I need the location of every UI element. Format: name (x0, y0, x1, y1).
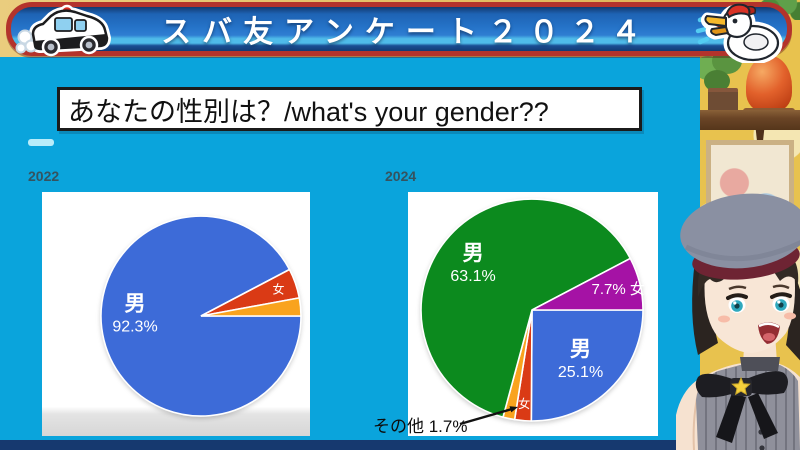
duck-icon (695, 3, 783, 63)
pie-slice-女 (531, 257, 644, 311)
question-title: あなたの性別は？/what's your gender?? (68, 96, 549, 127)
pie-label: 63.1% (450, 268, 495, 285)
pie-label: 女 (272, 281, 284, 296)
banner-title: スバ友アンケート２０２４ (161, 16, 652, 49)
pie-card-2024: 男 25.1% 女 男 63.1% 7.7% 女 (408, 192, 658, 436)
title-dash (28, 139, 54, 146)
pie-chart-2024: 男 25.1% 女 男 63.1% 7.7% 女 (420, 198, 645, 422)
pie-label: 男 (570, 338, 591, 361)
wall-shelf (700, 110, 800, 130)
pie-slice-男 (420, 198, 632, 419)
pie-chart-2022: 男 92.3% 女 (100, 215, 302, 417)
pie-label: 25.1% (558, 364, 603, 381)
pie-card-2022: 男 92.3% 女 (42, 192, 310, 436)
pie-label: 男 (463, 242, 484, 265)
year-label-2022: 2022 (28, 168, 60, 184)
question-title-box: あなたの性別は？/what's your gender?? (57, 87, 642, 131)
pie-label: 女 (518, 396, 530, 411)
siren-lamp (746, 56, 792, 112)
bottom-navy-bar (0, 440, 800, 450)
pie-label: 92.3% (112, 319, 157, 336)
pie-slice-その他 (200, 296, 302, 317)
pie-slice-男 (530, 309, 644, 422)
police-car-icon (15, 4, 111, 57)
other-slice-annotation: その他 1.7% (373, 417, 468, 436)
plant-leaf (704, 70, 730, 92)
year-label-2024: 2024 (385, 168, 417, 184)
pie-label: 7.7% 女 (592, 280, 645, 298)
pie-label: 男 (125, 293, 146, 316)
banner: スバ友アンケート２０２４ (6, 2, 792, 63)
annotation-arrow-icon (459, 406, 518, 426)
character-subaru (676, 193, 800, 450)
